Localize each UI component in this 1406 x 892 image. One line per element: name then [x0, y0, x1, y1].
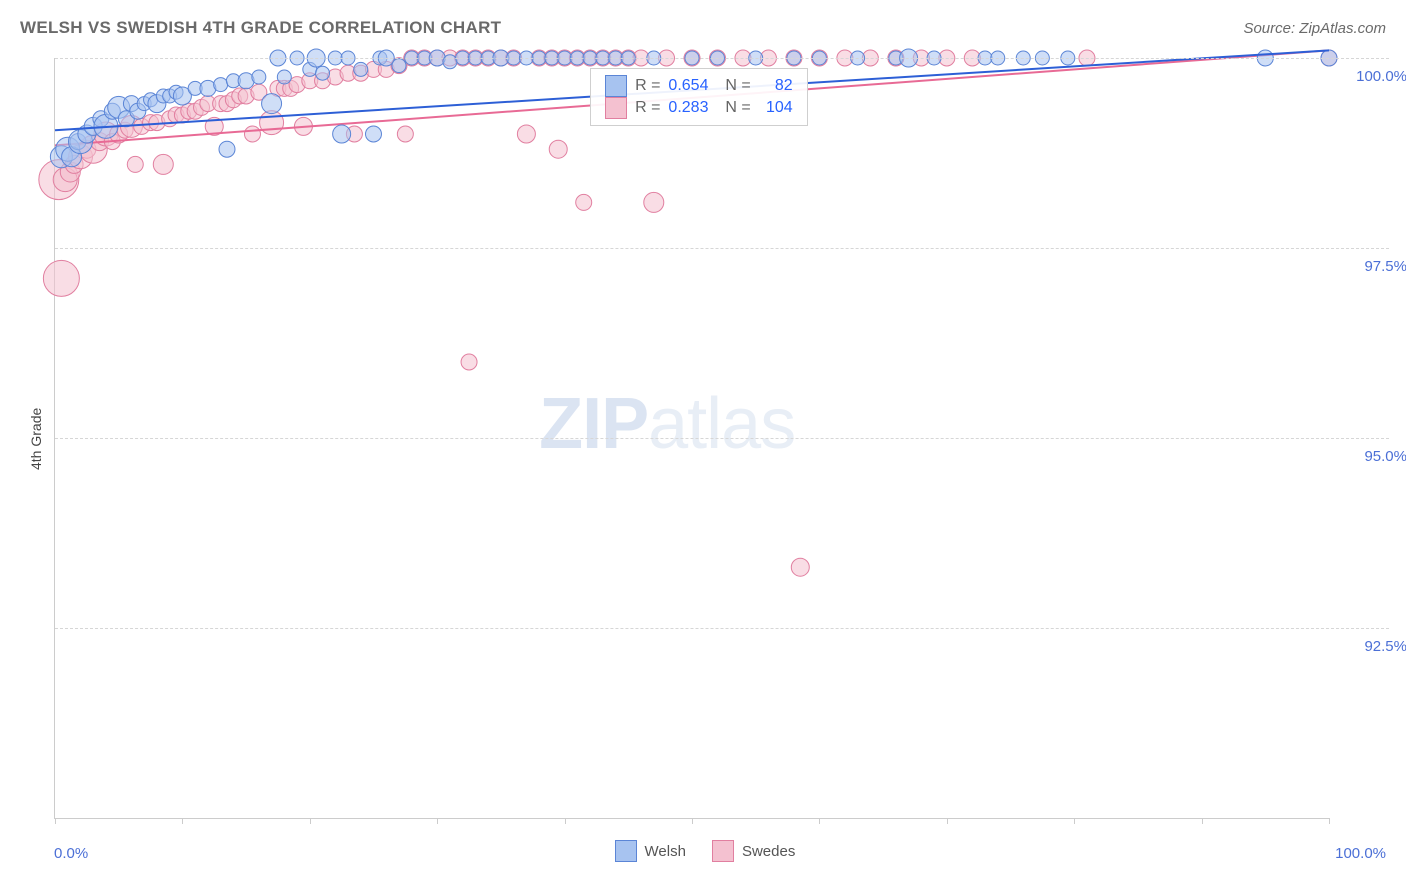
- welsh-point: [392, 59, 406, 73]
- stat-n-value: 104: [759, 99, 793, 117]
- y-axis-title: 4th Grade: [28, 408, 44, 470]
- stats-legend-row-welsh: R = 0.654 N = 82: [605, 75, 793, 97]
- x-axis-label-max: 100.0%: [1335, 845, 1386, 862]
- x-tick: [310, 818, 311, 824]
- stat-r-label: R =: [635, 77, 660, 95]
- swedes-point: [397, 126, 413, 142]
- stats-legend: R = 0.654 N = 82R = 0.283 N = 104: [590, 68, 808, 126]
- welsh-point: [316, 66, 330, 80]
- swedes-point: [517, 125, 535, 143]
- swedes-point: [153, 154, 173, 174]
- welsh-point: [219, 141, 235, 157]
- stat-r-value: 0.654: [668, 77, 708, 95]
- welsh-point: [354, 62, 368, 76]
- welsh-point: [443, 55, 457, 69]
- stat-r-value: 0.283: [668, 99, 708, 117]
- stat-r-label: R =: [635, 99, 660, 117]
- welsh-point: [333, 125, 351, 143]
- y-tick-label: 95.0%: [1337, 448, 1406, 465]
- bottom-legend: Welsh Swedes: [615, 840, 796, 862]
- swedes-point: [43, 260, 79, 296]
- x-tick: [437, 818, 438, 824]
- y-tick-label: 92.5%: [1337, 638, 1406, 655]
- welsh-point: [214, 78, 228, 92]
- x-tick: [819, 818, 820, 824]
- welsh-point: [277, 70, 291, 84]
- welsh-point: [262, 94, 282, 114]
- legend-item-swedes: Swedes: [712, 840, 795, 862]
- x-tick: [1202, 818, 1203, 824]
- y-tick-label: 97.5%: [1337, 258, 1406, 275]
- swedes-point: [549, 140, 567, 158]
- stats-legend-row-swedes: R = 0.283 N = 104: [605, 97, 793, 119]
- chart-header: WELSH VS SWEDISH 4TH GRADE CORRELATION C…: [20, 18, 1386, 38]
- x-tick: [947, 818, 948, 824]
- swedes-point: [461, 354, 477, 370]
- x-tick: [1074, 818, 1075, 824]
- swedes-point: [127, 156, 143, 172]
- swedes-point: [576, 194, 592, 210]
- x-tick: [55, 818, 56, 824]
- plot-area: ZIPatlas 100.0%97.5%95.0%92.5%R = 0.654 …: [54, 58, 1329, 819]
- legend-label: Swedes: [742, 843, 795, 860]
- y-tick-label: 100.0%: [1337, 68, 1406, 85]
- stat-n-label: N =: [716, 99, 750, 117]
- gridline: [55, 628, 1389, 629]
- swedes-swatch-icon: [605, 97, 627, 119]
- stat-n-value: 82: [759, 77, 793, 95]
- x-tick: [565, 818, 566, 824]
- x-tick: [692, 818, 693, 824]
- x-tick: [182, 818, 183, 824]
- chart-source: Source: ZipAtlas.com: [1243, 20, 1386, 37]
- x-tick: [1329, 818, 1330, 824]
- swedes-swatch-icon: [712, 840, 734, 862]
- welsh-point: [366, 126, 382, 142]
- stat-n-label: N =: [716, 77, 750, 95]
- swedes-point: [260, 111, 284, 135]
- welsh-swatch-icon: [615, 840, 637, 862]
- legend-item-welsh: Welsh: [615, 840, 686, 862]
- gridline: [55, 438, 1389, 439]
- swedes-point: [644, 192, 664, 212]
- welsh-swatch-icon: [605, 75, 627, 97]
- welsh-point: [252, 70, 266, 84]
- gridline: [55, 58, 1389, 59]
- gridline: [55, 248, 1389, 249]
- x-axis-label-min: 0.0%: [54, 845, 88, 862]
- chart-title: WELSH VS SWEDISH 4TH GRADE CORRELATION C…: [20, 18, 501, 38]
- swedes-point: [791, 558, 809, 576]
- swedes-point: [244, 126, 260, 142]
- legend-label: Welsh: [645, 843, 686, 860]
